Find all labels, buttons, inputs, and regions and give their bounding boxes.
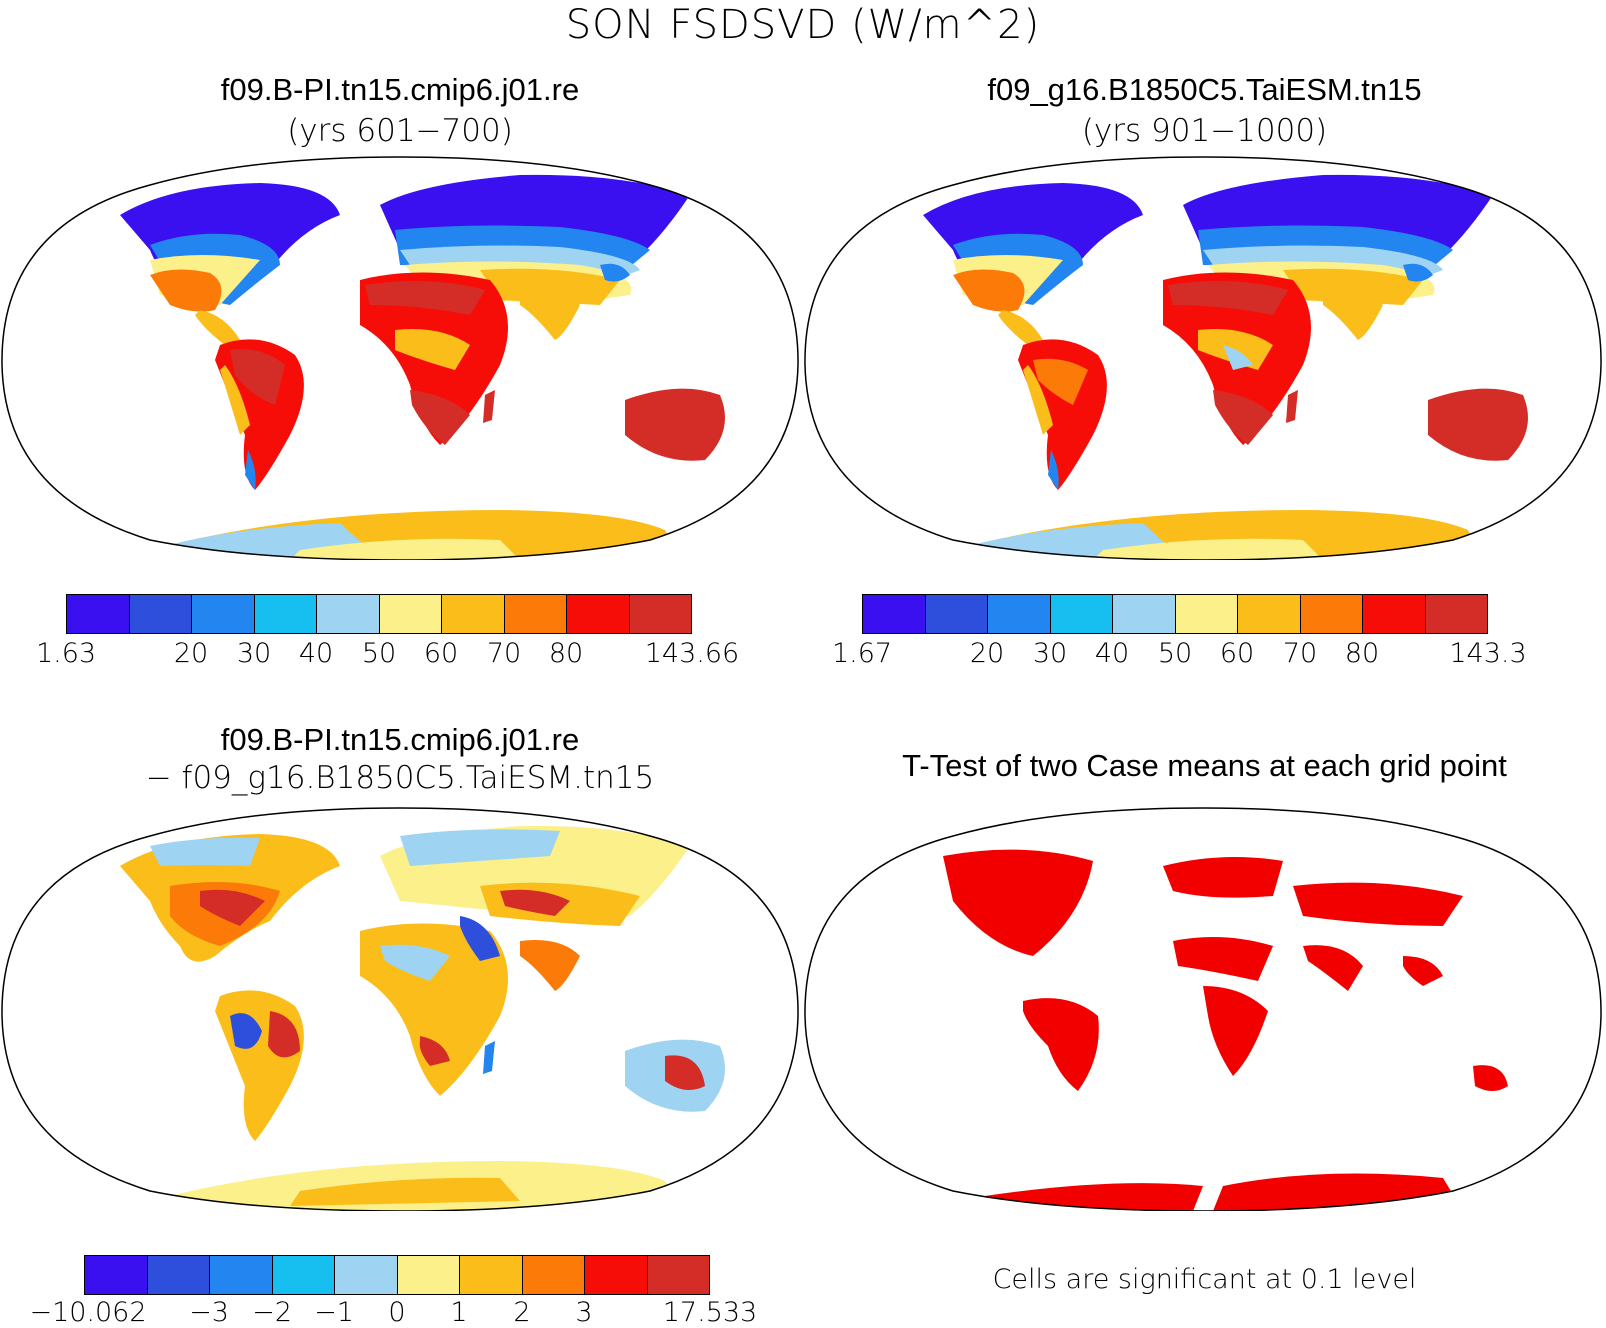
colorbar-tick-label: 50 (1157, 638, 1193, 669)
panel1-title: f09.B-PI.tn15.cmip6.j01.re (220, 72, 580, 107)
colorbar-swatch (210, 1256, 273, 1294)
colorbar-tick-label: 30 (1032, 638, 1068, 669)
colorbar-swatch (397, 1256, 460, 1294)
colorbar-tick-label: −1 (314, 1297, 354, 1328)
colorbar-swatch (585, 1256, 648, 1294)
colorbar-tick-label: 80 (1344, 638, 1380, 669)
colorbar-swatch (317, 595, 380, 633)
colorbar-tick-label: 1.67 (831, 638, 893, 669)
colorbar-panel3 (84, 1255, 710, 1295)
colorbar-swatch (272, 1256, 335, 1294)
colorbar-tick-label: 0 (388, 1297, 406, 1328)
colorbar-swatch (647, 1256, 709, 1294)
colorbar-swatch (1425, 595, 1487, 633)
colorbar-swatch (442, 595, 505, 633)
colorbar-tick-label: −2 (252, 1297, 292, 1328)
colorbar-swatch (522, 1256, 585, 1294)
map-panel1 (0, 155, 800, 561)
colorbar-tick-label: 40 (298, 638, 334, 669)
colorbar-tick-label: 1.63 (35, 638, 97, 669)
colorbar-swatch (925, 595, 988, 633)
colorbar-swatch (335, 1256, 398, 1294)
panel3-subtitle: − f09_g16.B1850C5.TaiESM.tn15 (145, 760, 655, 796)
panel2-subtitle: (yrs 901−1000) (1081, 113, 1328, 149)
colorbar-tick-label: 143.3 (1449, 638, 1527, 669)
colorbar-tick-label: 17.533 (662, 1297, 758, 1328)
panel2-title: f09_g16.B1850C5.TaiESM.tn15 (987, 72, 1422, 107)
colorbar-swatch (1113, 595, 1176, 633)
colorbar-swatch (85, 1256, 148, 1294)
colorbar-swatch (1300, 595, 1363, 633)
colorbar-tick-label: 2 (513, 1297, 531, 1328)
panel4-title: T-Test of two Case means at each grid po… (902, 748, 1507, 783)
colorbar-swatch (629, 595, 691, 633)
map-panel3 (0, 806, 800, 1212)
colorbar-swatch (67, 595, 130, 633)
colorbar-swatch (147, 1256, 210, 1294)
colorbar-swatch (254, 595, 317, 633)
panel3-title: f09.B-PI.tn15.cmip6.j01.re (220, 722, 580, 757)
colorbar-swatch (129, 595, 192, 633)
map-panel4 (803, 806, 1603, 1212)
colorbar-swatch (504, 595, 567, 633)
colorbar-tick-label: 80 (548, 638, 584, 669)
colorbar-tick-label: 50 (361, 638, 397, 669)
colorbar-swatch (1238, 595, 1301, 633)
colorbar-tick-label: 20 (173, 638, 209, 669)
colorbar-tick-label: 30 (236, 638, 272, 669)
colorbar-tick-label: 60 (1219, 638, 1255, 669)
colorbar-tick-label: 40 (1094, 638, 1130, 669)
colorbar-swatch (1363, 595, 1426, 633)
colorbar-swatch (988, 595, 1051, 633)
colorbar-panel1 (66, 594, 692, 634)
colorbar-panel2 (862, 594, 1488, 634)
colorbar-swatch (192, 595, 255, 633)
significance-note: Cells are significant at 0.1 level (992, 1264, 1417, 1295)
colorbar-swatch (1175, 595, 1238, 633)
colorbar-tick-label: 70 (1282, 638, 1318, 669)
colorbar-swatch (567, 595, 630, 633)
panel1-subtitle: (yrs 601−700) (287, 113, 513, 149)
colorbar-tick-label: 60 (423, 638, 459, 669)
colorbar-tick-label: 1 (450, 1297, 468, 1328)
colorbar-tick-label: 70 (486, 638, 522, 669)
colorbar-tick-label: 3 (575, 1297, 593, 1328)
colorbar-tick-label: 143.66 (644, 638, 740, 669)
colorbar-tick-label: −10.062 (29, 1297, 147, 1328)
colorbar-tick-label: 20 (969, 638, 1005, 669)
colorbar-swatch (460, 1256, 523, 1294)
colorbar-swatch (1050, 595, 1113, 633)
map-panel2 (803, 155, 1603, 561)
colorbar-tick-label: −3 (189, 1297, 229, 1328)
colorbar-swatch (379, 595, 442, 633)
colorbar-swatch (863, 595, 926, 633)
figure-title: SON FSDSVD (W/m^2) (565, 2, 1041, 48)
